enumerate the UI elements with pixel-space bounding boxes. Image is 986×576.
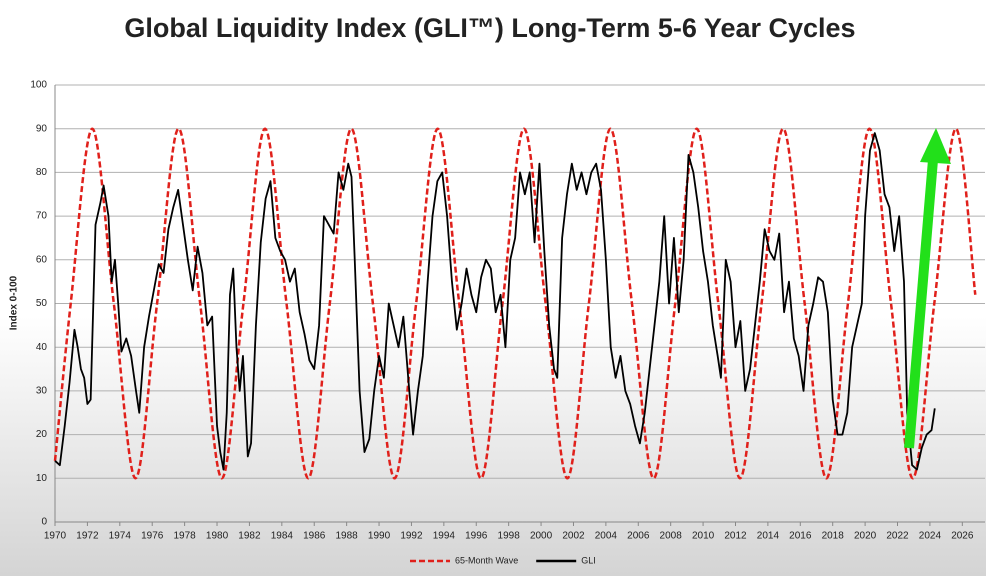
plot-area: 0 10 20 30 40 50 60 70 80 90 100 1970 1972 1974 1976 19… — [30, 80, 985, 542]
y-tick-label: 50 — [36, 298, 48, 309]
y-tick-label: 30 — [36, 386, 48, 397]
chart-title: Global Liquidity Index (GLI™) Long-Term … — [124, 13, 855, 43]
x-tick-label: 2010 — [692, 531, 715, 542]
x-tick-label: 1974 — [109, 531, 132, 542]
x-tick-label: 2022 — [886, 531, 909, 542]
x-tick-label: 1980 — [206, 531, 229, 542]
annotation-arrow — [904, 128, 951, 449]
x-tick-label: 2000 — [530, 531, 553, 542]
x-tick-label: 2002 — [562, 531, 585, 542]
x-tick-label: 1982 — [238, 531, 261, 542]
legend-label: GLI — [581, 555, 596, 565]
y-tick-label: 40 — [36, 342, 48, 353]
y-tick-label: 60 — [36, 254, 48, 265]
x-tick-label: 2006 — [627, 531, 650, 542]
x-tick-label: 2012 — [724, 531, 747, 542]
x-tick-label: 1976 — [141, 531, 164, 542]
y-axis-label: Index 0-100 — [9, 275, 20, 330]
x-tick-label: 1986 — [303, 531, 326, 542]
x-tick-label: 1972 — [76, 531, 99, 542]
y-tick-label: 70 — [36, 211, 48, 222]
y-tick-label: 10 — [36, 473, 48, 484]
series-line — [53, 127, 977, 480]
x-tick-label: 1970 — [44, 531, 67, 542]
x-tick-label: 2004 — [595, 531, 618, 542]
y-tick-label: 20 — [36, 429, 48, 440]
arrow-head — [920, 128, 951, 164]
x-tick-label: 1984 — [271, 531, 294, 542]
x-tick-label: 1998 — [498, 531, 521, 542]
x-tick-label: 1996 — [465, 531, 488, 542]
x-tick-label: 1992 — [400, 531, 423, 542]
x-tick-label: 2016 — [789, 531, 812, 542]
x-tick-label: 2018 — [822, 531, 845, 542]
y-tick-label: 0 — [41, 517, 47, 528]
y-tick-label: 100 — [30, 80, 47, 91]
arrow-shaft — [904, 159, 938, 449]
x-tick-label: 2020 — [854, 531, 877, 542]
x-tick-label: 1988 — [336, 531, 359, 542]
x-tick-label: 1990 — [368, 531, 391, 542]
y-tick-label: 80 — [36, 167, 48, 178]
x-tick-label: 2026 — [951, 531, 974, 542]
series-line — [54, 132, 936, 471]
x-tick-label: 1978 — [173, 531, 196, 542]
x-tick-label: 2008 — [660, 531, 683, 542]
y-tick-label: 90 — [36, 123, 48, 134]
x-tick-label: 2014 — [757, 531, 780, 542]
legend-label: 65-Month Wave — [455, 555, 518, 565]
x-tick-label: 2024 — [919, 531, 942, 542]
x-tick-label: 1994 — [433, 531, 456, 542]
